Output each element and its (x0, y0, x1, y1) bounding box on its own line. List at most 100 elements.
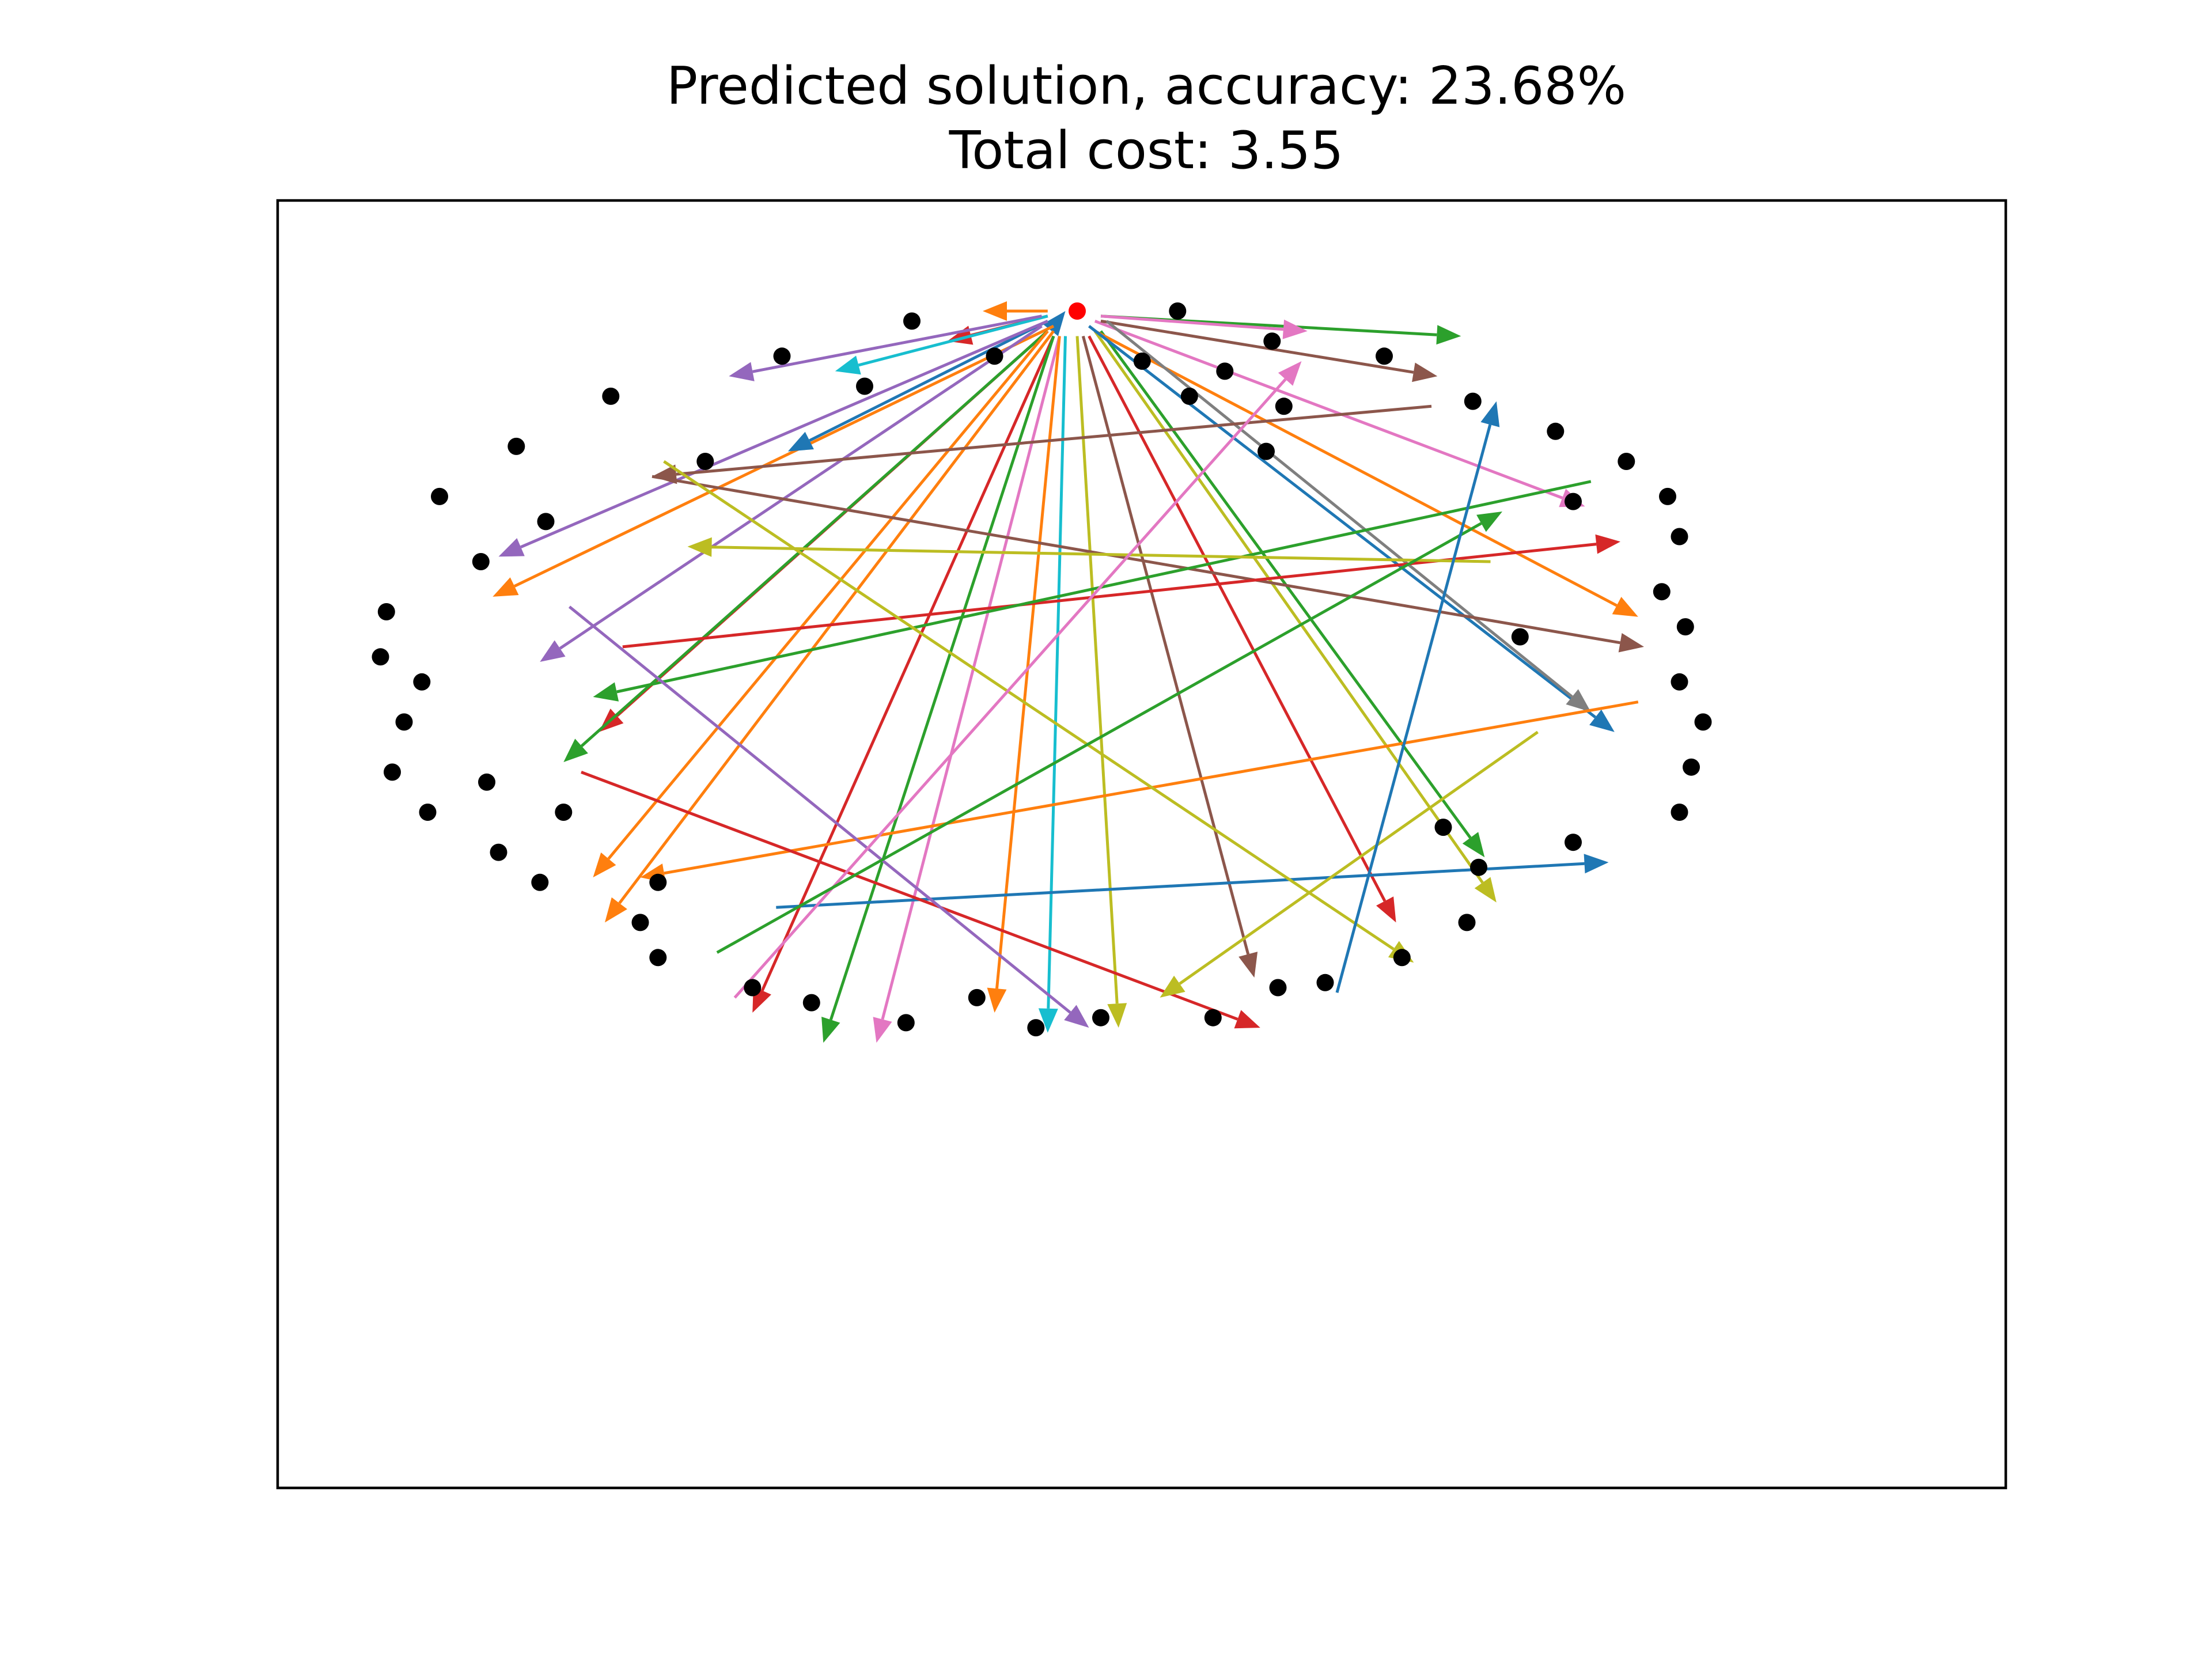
customer-node-11 (377, 603, 395, 620)
customer-node-38 (1671, 804, 1688, 821)
route-edge-31 (676, 404, 1432, 476)
route-edge-22 (1093, 330, 1484, 884)
route-edge-12 (607, 330, 1049, 860)
route-edge-43 (1179, 730, 1539, 985)
route-arrowhead-34 (593, 682, 619, 702)
route-arrowhead-25 (1589, 709, 1615, 732)
customer-node-54 (1257, 442, 1275, 460)
route-arrowhead-44 (1480, 401, 1500, 427)
route-arrowhead-4 (835, 355, 861, 375)
customer-node-8 (431, 487, 448, 505)
route-arrowhead-19 (1107, 1003, 1127, 1028)
customer-node-20 (531, 873, 549, 891)
customer-node-9 (537, 513, 555, 531)
customer-node-6 (507, 437, 525, 455)
route-edge-18 (1047, 336, 1067, 1009)
route-edge-39 (663, 460, 1395, 950)
route-arrowhead-15 (821, 1017, 840, 1043)
customer-node-27 (968, 988, 986, 1006)
route-arrowhead-42 (1476, 512, 1502, 532)
chart-title-line-1: Predicted solution, accuracy: 23.68% (666, 56, 1626, 116)
route-edge-9 (559, 325, 1043, 650)
customer-node-40 (1694, 713, 1712, 731)
customer-node-3 (986, 347, 1003, 365)
customer-node-55 (1275, 397, 1293, 415)
route-edge-17 (995, 336, 1061, 989)
customer-node-7 (696, 453, 714, 470)
route-edge-13 (618, 330, 1055, 904)
route-edge-21 (1088, 335, 1387, 902)
route-edge-42 (716, 522, 1482, 954)
route-arrowhead-18 (1038, 1008, 1058, 1033)
route-edge-36 (776, 862, 1585, 909)
route-edge-7 (809, 320, 1048, 442)
route-edge-37 (581, 771, 1238, 1021)
customer-node-10 (472, 553, 490, 570)
route-edge-34 (616, 480, 1592, 694)
customer-node-30 (1204, 1009, 1222, 1027)
route-arrowhead-30 (1566, 689, 1591, 712)
route-arrowhead-40 (687, 537, 712, 557)
route-arrowhead-27 (1412, 362, 1438, 382)
customer-node-44 (1671, 528, 1688, 546)
customer-node-17 (419, 804, 437, 821)
route-edge-38 (568, 605, 1071, 1014)
customer-node-51 (1216, 362, 1234, 380)
route-arrowhead-1 (983, 301, 1007, 321)
route-arrowhead-21 (1376, 896, 1396, 923)
customer-node-4 (856, 377, 873, 395)
route-edge-8 (520, 320, 1048, 548)
route-arrowhead-38 (1064, 1005, 1089, 1028)
route-edge-5 (752, 315, 1042, 373)
chart-title-line-2: Total cost: 3.55 (949, 120, 1344, 181)
customer-node-53 (1180, 387, 1198, 405)
route-arrowhead-41 (1278, 361, 1302, 386)
route-arrowhead-6 (493, 577, 519, 597)
customer-node-42 (1676, 618, 1694, 636)
plot-frame (276, 199, 2008, 1490)
route-edge-26 (1094, 320, 1563, 499)
customer-node-31 (1269, 979, 1287, 997)
route-arrowhead-20 (1238, 952, 1258, 978)
route-arrowhead-17 (987, 987, 1007, 1013)
route-arrowhead-24 (1612, 597, 1638, 617)
customer-node-46 (1618, 453, 1635, 470)
route-edge-20 (1081, 335, 1250, 955)
route-edge-41 (733, 378, 1287, 999)
route-edge-40 (711, 546, 1491, 563)
route-arrowhead-36 (1584, 854, 1609, 874)
customer-node-5 (602, 387, 620, 405)
route-edge-24 (1094, 329, 1618, 607)
nodes-layer (372, 302, 1712, 1037)
customer-node-25 (802, 994, 820, 1012)
customer-node-48 (1464, 392, 1482, 410)
route-arrowhead-12 (593, 852, 616, 878)
route-edge-16 (881, 335, 1061, 1020)
route-arrowhead-33 (1595, 534, 1620, 554)
route-arrowhead-37 (1234, 1010, 1260, 1029)
route-arrowhead-23 (1462, 832, 1485, 858)
customer-node-29 (1092, 1009, 1109, 1027)
customer-node-34 (1458, 914, 1476, 931)
depot-node (1069, 302, 1086, 320)
customer-node-39 (1683, 758, 1700, 776)
customer-node-43 (1653, 583, 1671, 601)
route-edge-32 (652, 475, 1621, 645)
customer-node-37 (1565, 834, 1582, 851)
route-arrowhead-2 (1043, 311, 1066, 336)
route-edge-44 (1335, 424, 1492, 993)
route-edge-15 (829, 335, 1055, 1021)
customer-node-50 (1263, 332, 1281, 350)
routes-layer (493, 301, 1644, 1043)
route-edge-29 (1100, 315, 1284, 331)
customer-node-35 (1470, 858, 1487, 876)
customer-node-14 (395, 713, 413, 731)
route-arrowhead-5 (729, 362, 755, 381)
customer-node-58 (1169, 302, 1187, 320)
route-edge-27 (1100, 319, 1414, 374)
customer-node-33 (1393, 949, 1411, 967)
customer-node-24 (744, 979, 762, 997)
customer-node-56 (1511, 628, 1529, 646)
route-edge-6 (514, 324, 1055, 588)
